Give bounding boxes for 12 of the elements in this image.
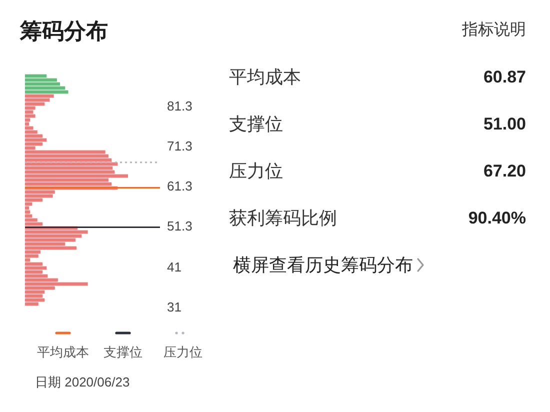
text: 压力位 <box>229 161 283 181</box>
text: 支撑位 <box>229 114 283 134</box>
text: 平均成本 <box>229 67 301 87</box>
text: 指标说明 <box>461 20 526 38</box>
text: 51.00 <box>483 114 526 134</box>
note: 日期 2020/06/23 <box>35 374 130 390</box>
title: 筹码分布 <box>20 18 108 44</box>
text: 90.40% <box>468 208 526 228</box>
text: 获利筹码比例 <box>229 208 337 228</box>
text: 横屏查看历史筹码分布 <box>233 255 413 275</box>
text: 67.20 <box>483 162 526 180</box>
text: 60.87 <box>483 68 526 86</box>
